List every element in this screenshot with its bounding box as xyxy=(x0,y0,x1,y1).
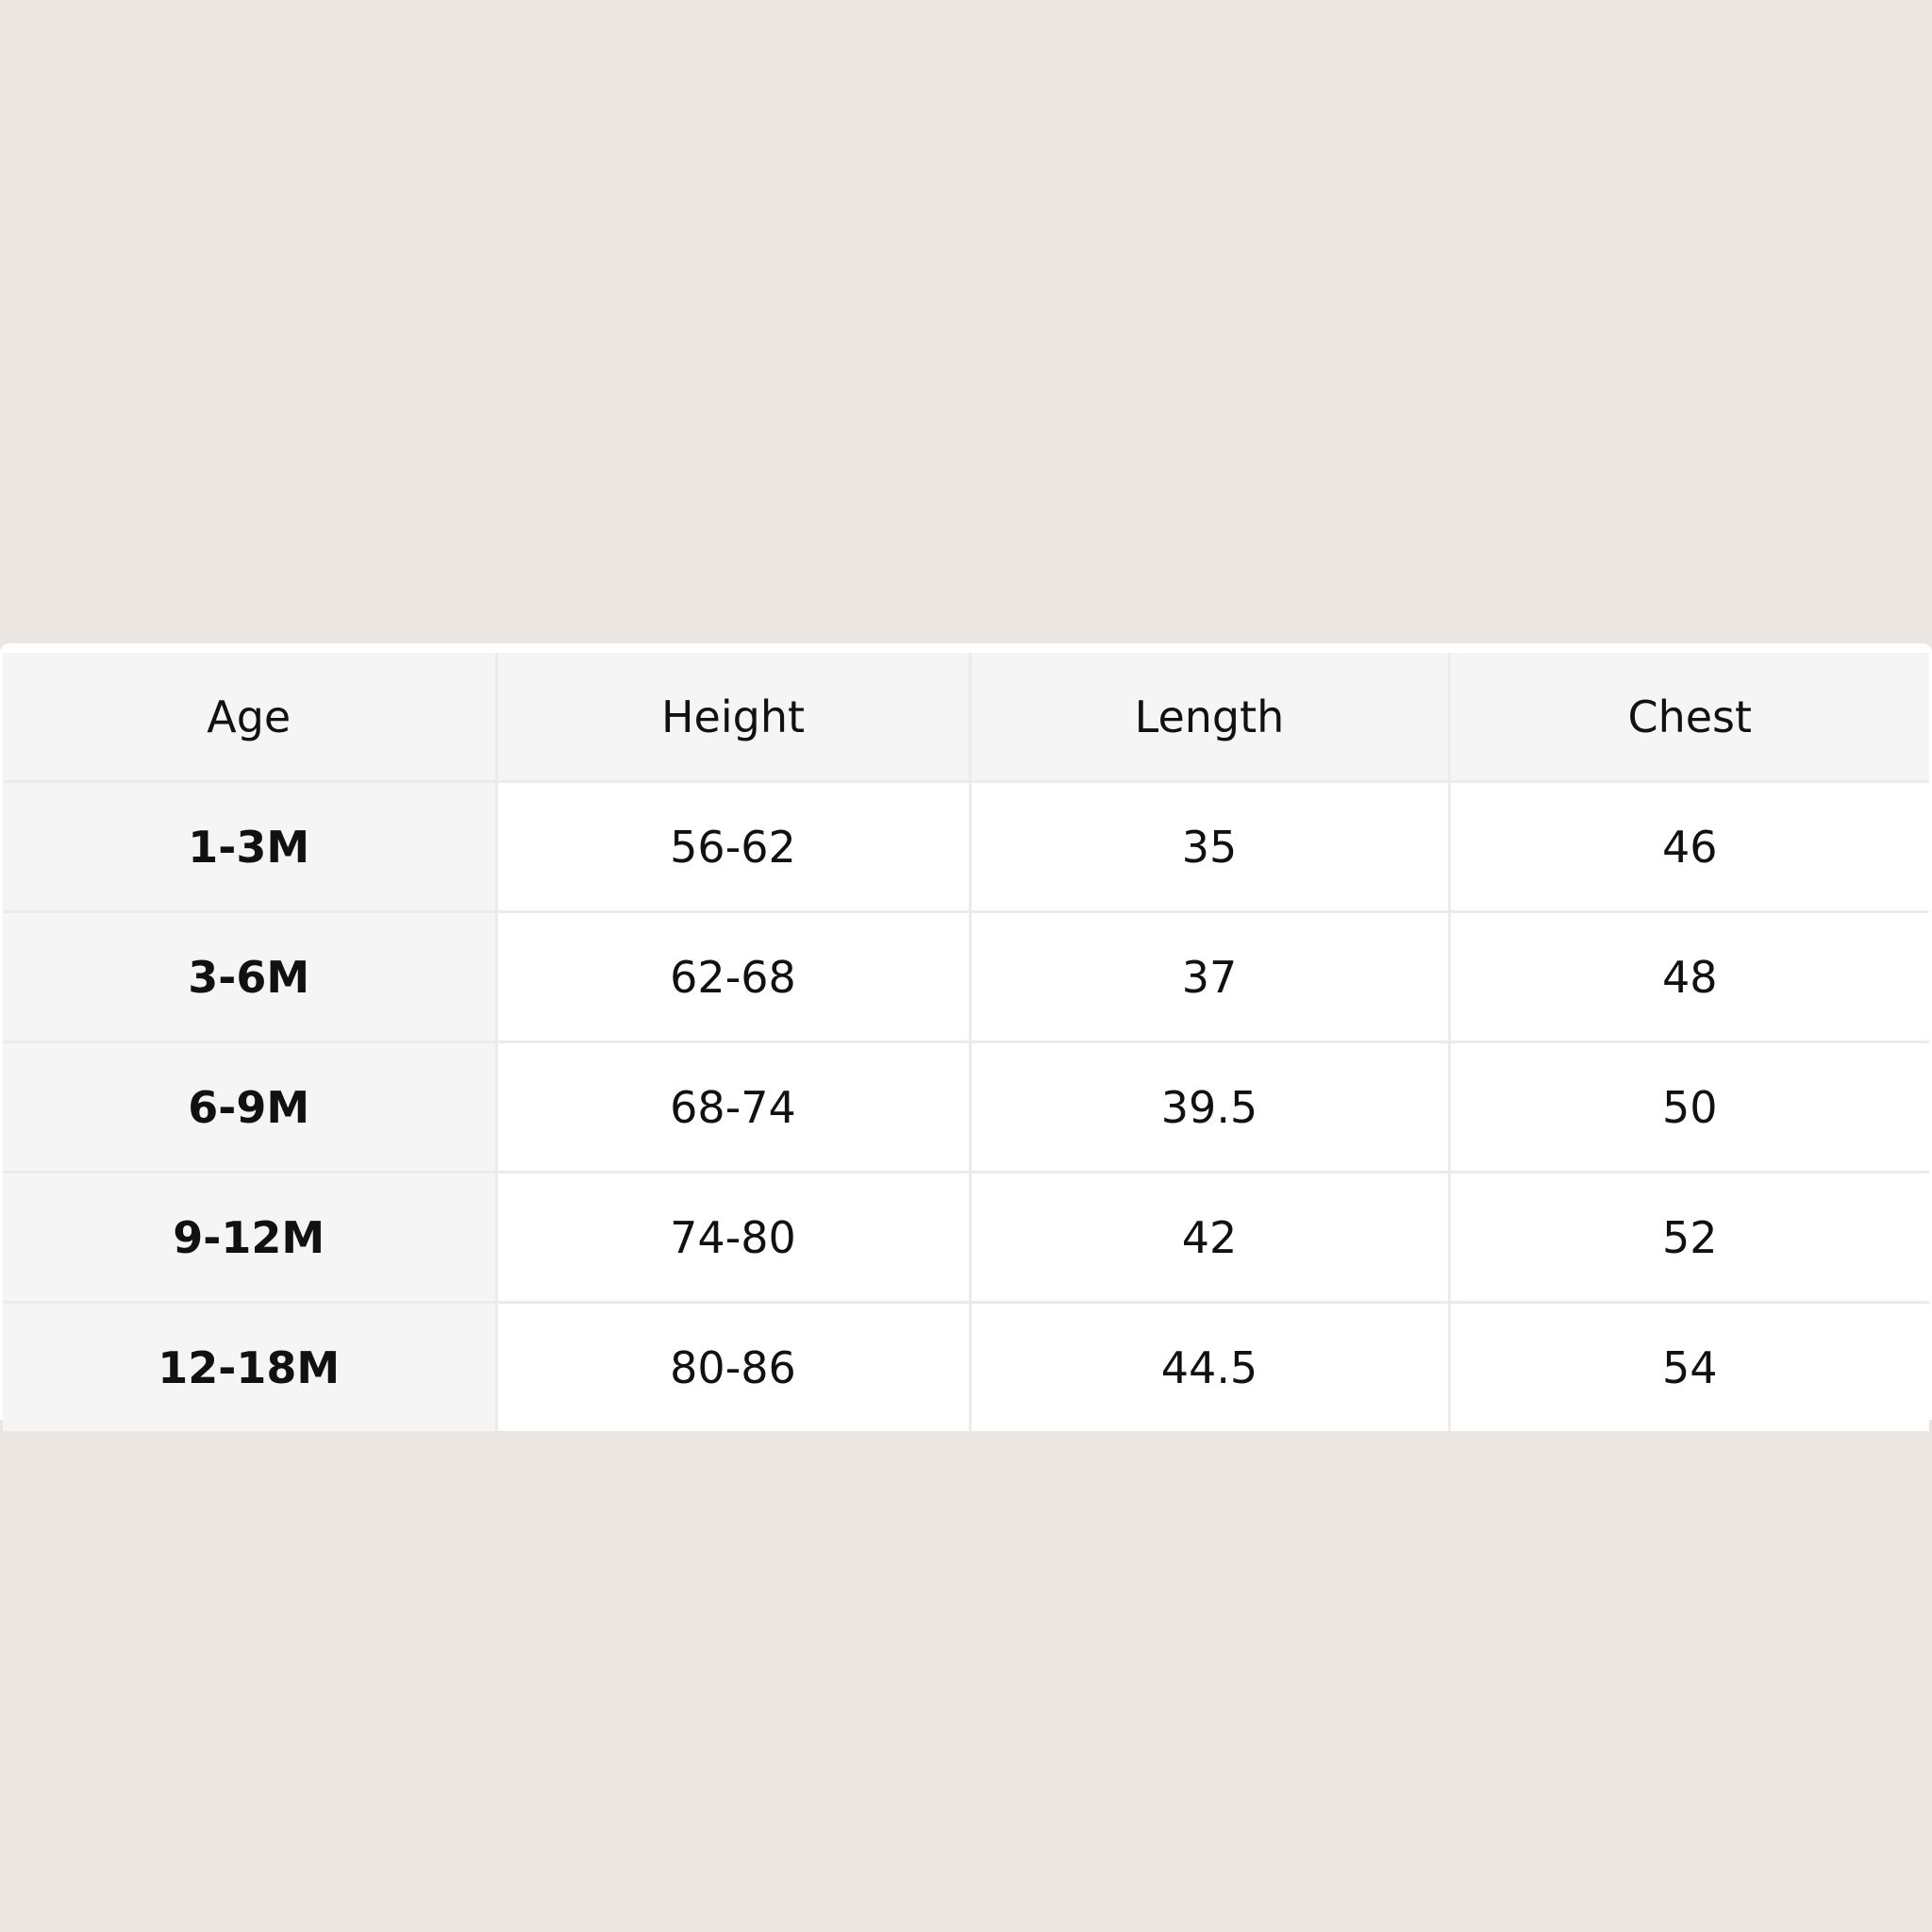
value-cell: 52 xyxy=(1447,1171,1929,1304)
table-row: 1-3M 56-62 35 46 xyxy=(3,780,1929,913)
value-cell: 44.5 xyxy=(968,1301,1451,1431)
age-cell: 9-12M xyxy=(3,1171,498,1304)
header-row: Age Height Length Chest xyxy=(3,653,1929,783)
age-cell: 1-3M xyxy=(3,780,498,913)
table-row: 6-9M 68-74 39.5 50 xyxy=(3,1041,1929,1174)
table-row: 3-6M 62-68 37 48 xyxy=(3,910,1929,1043)
size-table-card: Age Height Length Chest 1-3M 56-62 35 46 3-6M 62… xyxy=(0,643,1932,1431)
value-cell: 37 xyxy=(968,910,1451,1043)
value-cell: 80-86 xyxy=(494,1301,972,1431)
size-table: Age Height Length Chest 1-3M 56-62 35 46 3-6M 62… xyxy=(3,653,1929,1431)
value-cell: 35 xyxy=(968,780,1451,913)
value-cell: 48 xyxy=(1447,910,1929,1043)
table-row: 9-12M 74-80 42 52 xyxy=(3,1171,1929,1304)
value-cell: 39.5 xyxy=(968,1041,1451,1174)
value-cell: 56-62 xyxy=(494,780,972,913)
age-cell: 3-6M xyxy=(3,910,498,1043)
table-body: 1-3M 56-62 35 46 3-6M 62-68 37 48 6-9M 68-74 39.5 5… xyxy=(3,780,1929,1431)
header-cell: Length xyxy=(968,653,1451,783)
value-cell: 62-68 xyxy=(494,910,972,1043)
value-cell: 54 xyxy=(1447,1301,1929,1431)
header-cell: Height xyxy=(494,653,972,783)
age-cell: 6-9M xyxy=(3,1041,498,1174)
value-cell: 74-80 xyxy=(494,1171,972,1304)
value-cell: 46 xyxy=(1447,780,1929,913)
value-cell: 50 xyxy=(1447,1041,1929,1174)
value-cell: 68-74 xyxy=(494,1041,972,1174)
value-cell: 42 xyxy=(968,1171,1451,1304)
age-cell: 12-18M xyxy=(3,1301,498,1431)
header-cell: Age xyxy=(3,653,498,783)
table-row: 12-18M 80-86 44.5 54 xyxy=(3,1301,1929,1431)
header-cell: Chest xyxy=(1447,653,1929,783)
